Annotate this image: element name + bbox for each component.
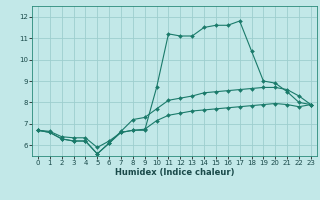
X-axis label: Humidex (Indice chaleur): Humidex (Indice chaleur) — [115, 168, 234, 177]
